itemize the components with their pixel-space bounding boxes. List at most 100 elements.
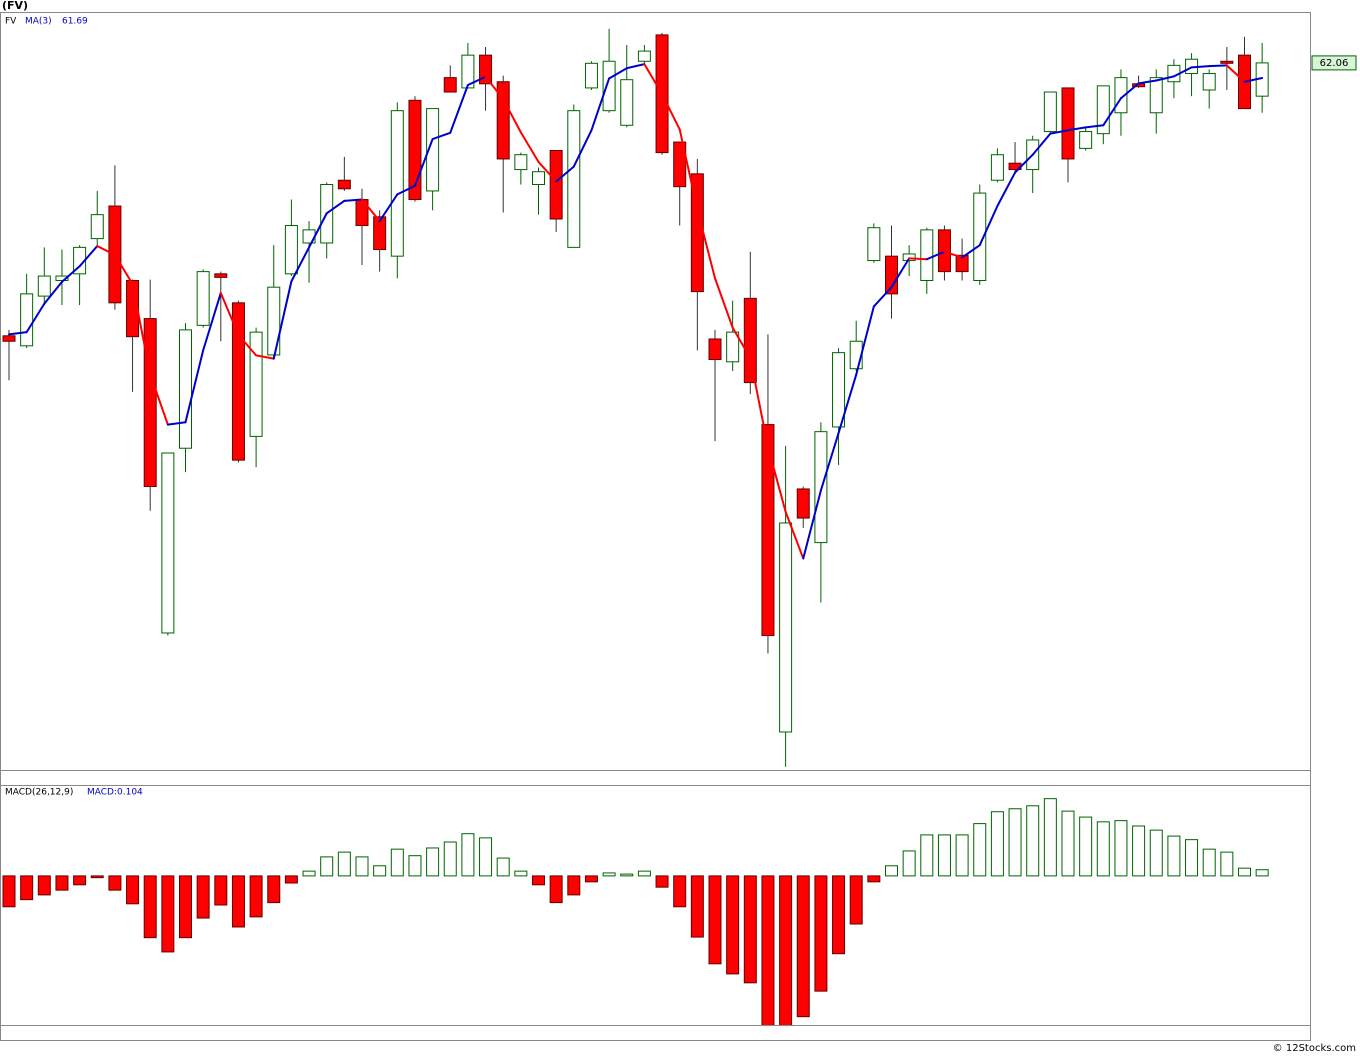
legend-symbol: FV [5, 17, 17, 27]
legend-ma-value: 61.69 [62, 17, 88, 27]
macd-bar [532, 875, 545, 886]
macd-bar [249, 875, 263, 918]
ma-segment [855, 305, 875, 376]
ma-segment [184, 349, 205, 424]
ma-segment [1172, 66, 1193, 78]
macd-bar [867, 875, 881, 883]
macd-bar [2, 875, 16, 908]
macd-bar [355, 856, 369, 877]
macd-bar [1096, 821, 1110, 877]
candle-body [584, 62, 598, 89]
last-price-box [1311, 55, 1357, 71]
candles [2, 28, 1269, 767]
candle-body [373, 216, 387, 251]
macd-bar [726, 875, 740, 975]
ma-segment [555, 165, 575, 183]
macd-bar [655, 875, 669, 888]
macd-bars [2, 798, 1269, 1025]
ma-segment [837, 373, 858, 435]
ma-segment [202, 291, 222, 352]
ma-segment [537, 160, 558, 183]
ma-segment [1225, 64, 1246, 83]
candle-body [743, 297, 757, 384]
macd-bar [337, 851, 351, 877]
macd-bar [973, 823, 987, 877]
ma-segment [131, 283, 152, 376]
macd-bar [567, 875, 581, 896]
candle-body [1220, 60, 1234, 64]
candle-body [408, 99, 422, 201]
candle-body [867, 227, 881, 262]
macd-bar [108, 875, 122, 891]
macd-bar [796, 875, 810, 1018]
ma-segment [449, 84, 469, 134]
macd-bar [426, 847, 440, 877]
macd-bar [20, 875, 34, 901]
candle-body [920, 229, 934, 281]
ma-segment [290, 246, 311, 283]
ma-segment [908, 257, 928, 261]
ma-segment [572, 129, 593, 168]
ma-segment [325, 199, 346, 215]
macd-bar [37, 875, 51, 896]
ma-segment [996, 171, 1017, 208]
ma-segment [378, 193, 399, 223]
ma-segment [1155, 75, 1175, 82]
ma-segment [802, 489, 822, 560]
ma-segment [519, 131, 540, 163]
macd-bar [320, 856, 334, 877]
candle-body [390, 110, 404, 257]
ma-segment [113, 253, 134, 286]
ma-segment [696, 208, 716, 280]
ma-segment [819, 432, 840, 492]
candle-body [479, 54, 493, 85]
candle-body [761, 424, 775, 637]
macd-bar [1185, 839, 1199, 877]
candle-body [90, 214, 104, 240]
macd-bar [55, 875, 69, 891]
macd-bar [779, 875, 793, 1025]
candle-body [973, 192, 987, 281]
candle-body [990, 154, 1004, 181]
last-price-label: 62.06 [1320, 58, 1349, 69]
macd-bar [284, 875, 298, 884]
candle-body [1061, 87, 1075, 160]
ma-segment [1243, 77, 1264, 83]
candle-body [496, 81, 510, 160]
candle-body [549, 149, 563, 220]
macd-bar [708, 875, 722, 965]
macd-bar [955, 834, 969, 877]
macd-bar [90, 875, 104, 879]
candle-body [249, 331, 263, 437]
macd-bar [1114, 820, 1128, 877]
candle-body [2, 335, 16, 342]
candle-body [708, 338, 722, 361]
macd-bar [761, 875, 775, 1025]
candle-body [514, 154, 528, 171]
ma-segment [166, 421, 187, 426]
macd-bar [902, 850, 916, 877]
ma-segment [872, 286, 893, 308]
ma-segment [237, 333, 258, 357]
macd-bar [461, 833, 475, 877]
ma-segment [608, 67, 628, 80]
macd-x-axis [0, 1025, 1311, 1041]
candle-body [179, 329, 192, 449]
candle-body [231, 302, 245, 461]
macd-bar [1008, 808, 1022, 877]
ma-segment [396, 184, 416, 196]
ma-segment [413, 138, 434, 187]
macd-bar [1026, 805, 1040, 877]
ma-segment [484, 75, 505, 101]
macd-bar [408, 855, 422, 877]
macd-bar [73, 875, 87, 886]
macd-bar [267, 875, 281, 904]
ma-segment [60, 265, 81, 283]
ma-segment [590, 77, 611, 132]
ma-segment [890, 257, 911, 289]
candle-body [620, 79, 634, 126]
ma-segment [361, 198, 381, 223]
ma-segment [149, 373, 169, 426]
macd-bar [496, 857, 510, 877]
